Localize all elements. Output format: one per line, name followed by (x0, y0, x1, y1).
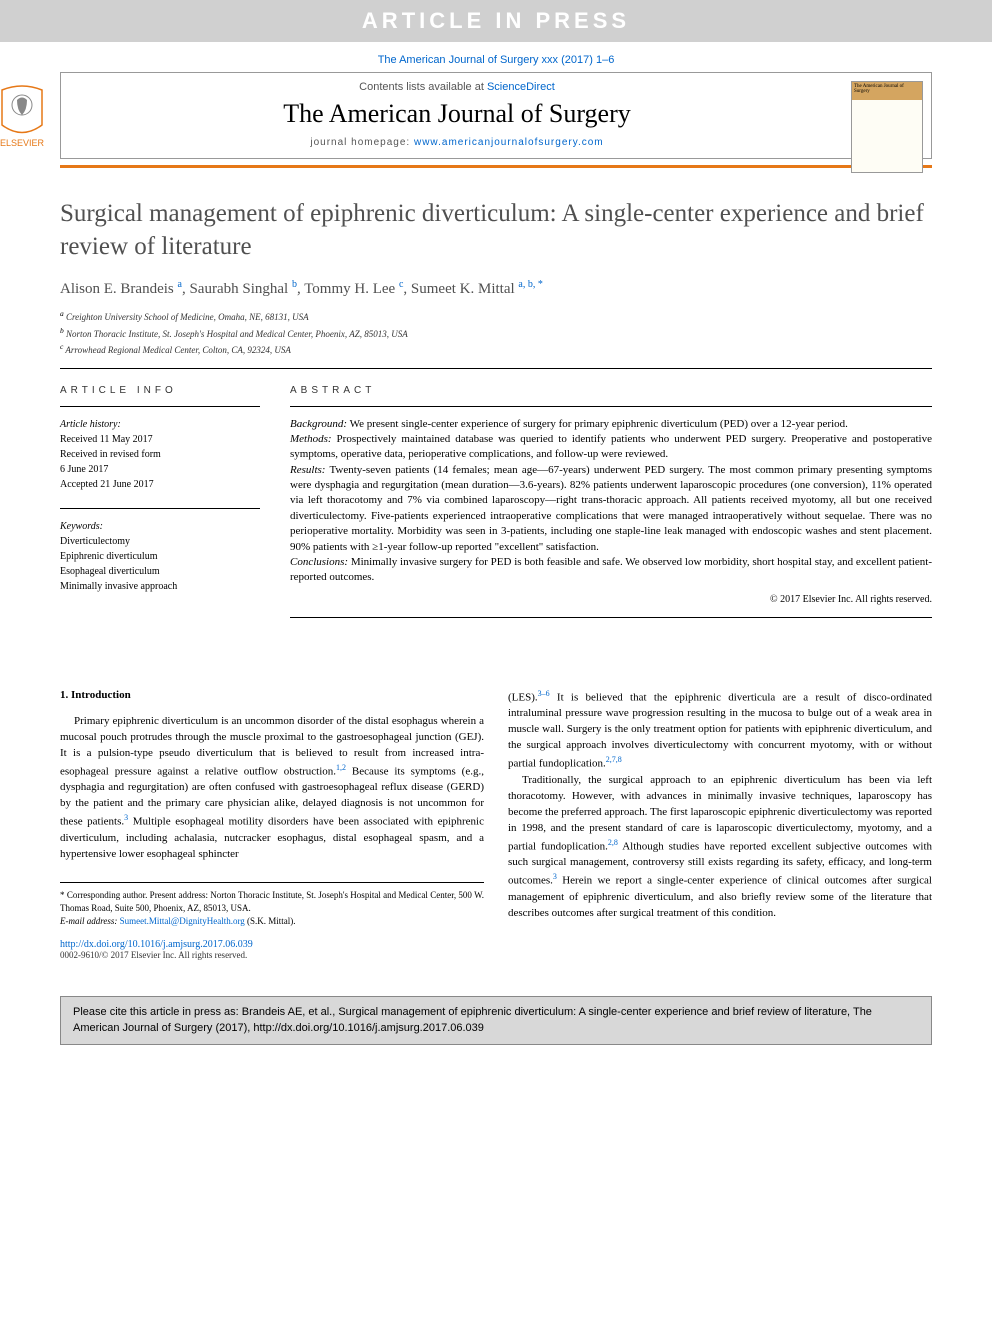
homepage-prefix: journal homepage: (310, 137, 414, 148)
ref-link[interactable]: 1,2 (336, 763, 346, 772)
contents-prefix: Contents lists available at (359, 81, 487, 93)
author: Sumeet K. Mittal a, b, * (411, 281, 543, 297)
col2-paragraph-2: Traditionally, the surgical approach to … (508, 773, 932, 922)
body-column-right: (LES).3–6 It is believed that the epiphr… (508, 688, 932, 927)
doi-link[interactable]: http://dx.doi.org/10.1016/j.amjsurg.2017… (60, 939, 932, 950)
history-line: Received in revised form (60, 447, 260, 462)
abs-background-text: We present single-center experience of s… (347, 418, 848, 430)
author: Tommy H. Lee c (304, 281, 403, 297)
intro-paragraph-1: Primary epiphrenic diverticulum is an un… (60, 714, 484, 863)
abs-methods-text: Prospectively maintained database was qu… (290, 433, 932, 460)
elsevier-logo: ELSEVIER (0, 80, 52, 150)
article-info-column: ARTICLE INFO Article history: Received 1… (60, 385, 260, 618)
keywords-label: Keywords: (60, 519, 260, 534)
history-line: Received 11 May 2017 (60, 432, 260, 447)
abs-methods-label: Methods: (290, 433, 332, 445)
abstract-bottom-divider (290, 617, 932, 618)
history-label: Article history: (60, 417, 260, 432)
homepage-link[interactable]: www.americanjournalofsurgery.com (414, 137, 604, 148)
keywords-block: Keywords: DiverticulectomyEpiphrenic div… (60, 519, 260, 594)
author-affil-sup: a, b, * (518, 279, 542, 290)
affiliation: a Creighton University School of Medicin… (60, 308, 932, 325)
article-history: Article history: Received 11 May 2017Rec… (60, 417, 260, 492)
abstract-column: ABSTRACT Background: We present single-c… (290, 385, 932, 618)
history-line: 6 June 2017 (60, 462, 260, 477)
contents-line: Contents lists available at ScienceDirec… (73, 81, 841, 93)
abs-results-label: Results: (290, 464, 325, 476)
abs-conclusions-label: Conclusions: (290, 556, 348, 568)
abs-conclusions-text: Minimally invasive surgery for PED is bo… (290, 556, 932, 583)
abstract-heading: ABSTRACT (290, 385, 932, 396)
article-info-heading: ARTICLE INFO (60, 385, 260, 396)
cite-this-article-box: Please cite this article in press as: Br… (60, 996, 932, 1045)
affiliation: b Norton Thoracic Institute, St. Joseph'… (60, 325, 932, 342)
abs-background-label: Background: (290, 418, 347, 430)
divider-top (60, 368, 932, 369)
journal-header-box: Contents lists available at ScienceDirec… (60, 72, 932, 159)
keyword: Epiphrenic diverticulum (60, 549, 260, 564)
author-affil-sup: a (178, 279, 182, 290)
author: Saurabh Singhal b (189, 281, 297, 297)
svg-text:ELSEVIER: ELSEVIER (0, 138, 45, 148)
article-in-press-banner: ARTICLE IN PRESS (0, 0, 992, 42)
homepage-line: journal homepage: www.americanjournalofs… (73, 137, 841, 148)
issn-line: 0002-9610/© 2017 Elsevier Inc. All right… (60, 950, 932, 960)
author-affil-sup: c (399, 279, 403, 290)
history-line: Accepted 21 June 2017 (60, 477, 260, 492)
ref-link[interactable]: 2,8 (608, 838, 618, 847)
email-line: E-mail address: Sumeet.Mittal@DignityHea… (60, 915, 484, 928)
footnotes: * Corresponding author. Present address:… (60, 882, 484, 927)
author: Alison E. Brandeis a (60, 281, 182, 297)
keyword: Minimally invasive approach (60, 579, 260, 594)
body-column-left: 1. Introduction Primary epiphrenic diver… (60, 688, 484, 927)
journal-cover-thumbnail: The American Journal of Surgery (851, 81, 923, 173)
article-title: Surgical management of epiphrenic divert… (60, 198, 932, 263)
abstract-text: Background: We present single-center exp… (290, 417, 932, 586)
ref-link[interactable]: 3–6 (538, 689, 550, 698)
introduction-heading: 1. Introduction (60, 688, 484, 704)
author-affil-sup: b (292, 279, 297, 290)
corresponding-author: * Corresponding author. Present address:… (60, 889, 484, 914)
keyword: Diverticulectomy (60, 534, 260, 549)
ref-link[interactable]: 2,7,8 (606, 755, 622, 764)
citation-header: The American Journal of Surgery xxx (201… (0, 42, 992, 72)
abs-results-text: Twenty-seven patients (14 females; mean … (290, 464, 932, 553)
sciencedirect-link[interactable]: ScienceDirect (487, 81, 555, 93)
affiliation: c Arrowhead Regional Medical Center, Col… (60, 341, 932, 358)
affiliation-list: a Creighton University School of Medicin… (60, 308, 932, 358)
journal-name: The American Journal of Surgery (73, 99, 841, 129)
body-columns: 1. Introduction Primary epiphrenic diver… (60, 688, 932, 927)
col2-paragraph-1: (LES).3–6 It is believed that the epiphr… (508, 688, 932, 773)
keyword: Esophageal diverticulum (60, 564, 260, 579)
author-list: Alison E. Brandeis a, Saurabh Singhal b,… (60, 279, 932, 298)
email-link[interactable]: Sumeet.Mittal@DignityHealth.org (120, 916, 245, 926)
copyright-line: © 2017 Elsevier Inc. All rights reserved… (290, 594, 932, 605)
